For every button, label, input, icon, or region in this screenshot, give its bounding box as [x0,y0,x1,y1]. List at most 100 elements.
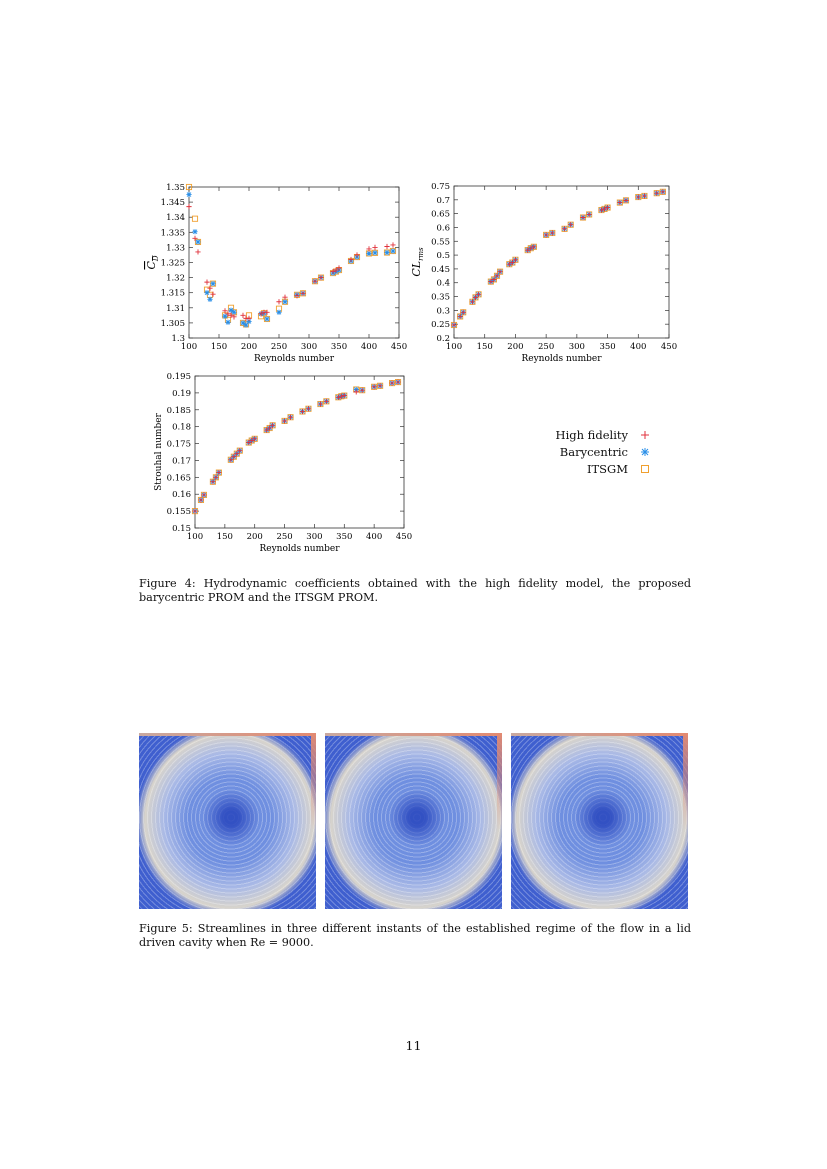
data-point [240,320,246,326]
data-point [282,294,288,300]
data-point [192,508,198,514]
series-high-fidelity [192,379,401,514]
plus-marker-icon [641,430,649,439]
x-tick-label: 100 [187,532,203,542]
page-number: 11 [405,1038,422,1053]
data-point [231,314,237,320]
data-point [240,312,246,318]
data-point [472,294,479,300]
data-point [228,307,234,313]
data-point [231,309,237,315]
x-tick-label: 300 [301,342,317,352]
data-point [228,312,234,318]
y-tick-label: 0.185 [167,406,191,416]
y-tick-label: 1.335 [161,228,185,238]
y-tick-label: 0.6 [436,223,450,233]
data-point [323,398,329,404]
data-point [287,414,294,420]
legend-item-itsgm: ITSGM [520,460,650,477]
data-point [497,269,503,275]
data-point [264,309,270,315]
y-tick-label: 1.31 [166,304,185,314]
data-point [195,239,201,245]
x-tick-label: 200 [507,342,523,352]
data-point [252,436,258,442]
y-tick-label: 0.25 [431,320,450,330]
y-tick-label: 0.4 [436,279,450,289]
y-axis-label-main: Strouhal number [154,412,164,490]
data-point [210,291,216,297]
y-tick-label: 0.165 [167,473,191,483]
data-point [338,393,344,399]
data-point [543,232,549,238]
streamline-image-1 [139,733,316,909]
y-tick-label: 0.155 [167,507,191,517]
x-tick-label: 150 [217,532,233,542]
data-point [312,278,318,284]
legend-label: Barycentric [559,444,628,459]
y-tick-label: 1.305 [161,319,185,329]
data-point [372,250,378,256]
y-tick-label: 0.16 [172,490,191,500]
data-point [654,190,660,196]
data-point [531,244,537,250]
data-point [225,319,231,325]
data-point [604,204,611,211]
y-tick-label: 0.55 [431,237,450,247]
data-point [195,249,201,255]
data-point [348,256,354,263]
data-point [317,401,323,407]
data-point [354,252,360,258]
y-tick-label: 1.345 [161,198,185,208]
data-point [617,199,623,206]
data-point [318,275,324,281]
data-point [276,309,282,315]
data-point [568,222,574,228]
y-tick-label: 1.32 [166,274,185,284]
series-high-fidelity [451,189,666,328]
data-point [491,276,497,283]
x-axis-label: Reynolds number [254,354,335,364]
x-axis-label: Reynolds number [259,544,340,554]
asterisk-marker-icon [641,447,649,456]
data-point [246,315,252,321]
data-point [359,387,365,393]
data-point [192,235,198,241]
y-tick-label: 1.3 [171,334,185,344]
data-point [390,242,396,248]
legend-item-high-fidelity: High fidelity [520,426,650,443]
data-point [186,191,192,198]
data-point [222,313,228,319]
x-tick-label: 300 [569,342,585,352]
data-point [191,215,199,222]
data-point [201,492,207,498]
x-tick-label: 350 [336,532,352,542]
y-axis-label: CLrms [410,247,425,277]
data-point [281,418,288,424]
data-point [246,318,252,324]
data-point [185,183,193,191]
data-point [623,197,629,203]
x-tick-label: 450 [396,532,412,542]
data-point [395,379,401,385]
data-point [267,425,273,431]
data-point [264,316,270,322]
data-point [494,273,500,279]
data-point [586,211,592,218]
data-point [660,189,666,195]
data-point [580,214,586,221]
data-point [198,497,204,503]
legend-item-barycentric: Barycentric [520,443,650,460]
y-axis-label: CD [145,255,160,269]
x-tick-label: 450 [391,342,407,352]
data-point [366,246,372,252]
x-tick-label: 100 [181,342,197,352]
data-point [270,422,276,428]
x-tick-label: 300 [306,532,322,542]
data-point [207,296,213,302]
y-tick-label: 1.325 [161,259,185,269]
x-tick-label: 400 [366,532,382,542]
data-point [457,313,463,320]
data-point [234,451,240,457]
